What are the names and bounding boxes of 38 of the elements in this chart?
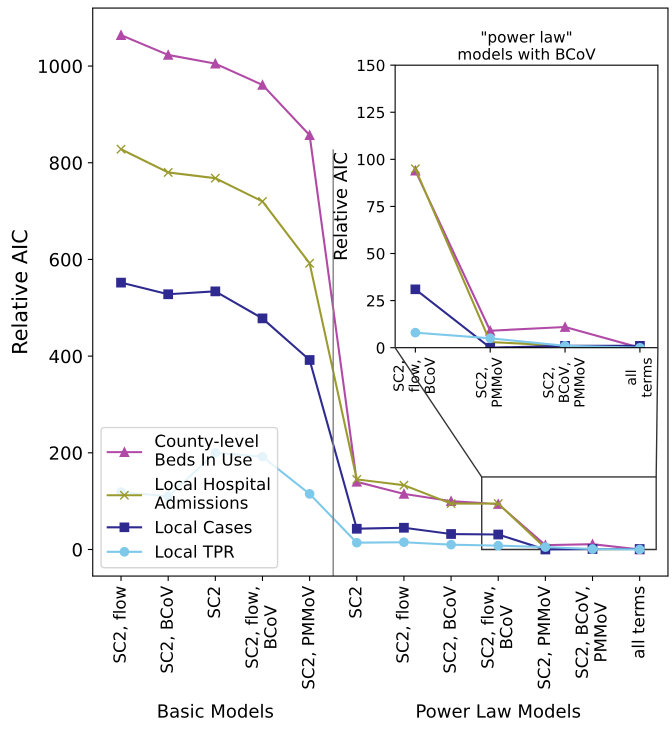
x-tick-label: SC2, BCoV, PMMoV bbox=[575, 587, 607, 678]
x-tick-label: SC2, flow, BCoV bbox=[393, 358, 435, 394]
y-tick-label: 400 bbox=[49, 350, 82, 364]
chart-title: "power law" models with BCoV bbox=[458, 30, 596, 60]
x-tick-label: SC2, flow, BCoV bbox=[480, 587, 512, 668]
y-tick-label: 0 bbox=[72, 542, 82, 557]
y-tick-label: 100 bbox=[358, 154, 384, 166]
x-tick-label: all terms bbox=[632, 586, 645, 658]
y-tick-label: 1000 bbox=[39, 60, 82, 74]
x-tick-label: SC2, BCoV, PMMoV bbox=[543, 358, 585, 406]
x-tick-label: SC2, PMMoV bbox=[538, 586, 552, 689]
y-tick-label: 600 bbox=[50, 252, 82, 267]
y-axis-title: Relative AIC bbox=[333, 152, 348, 260]
legend-label: County-level Beds In Use bbox=[155, 434, 258, 466]
x-tick-label: SC2, flow bbox=[396, 586, 410, 662]
y-tick-label: 800 bbox=[50, 156, 82, 170]
x-tick-label: SC2 bbox=[349, 587, 362, 618]
x-tick-label: SC2 bbox=[208, 587, 220, 618]
x-tick-label: SC2, BCoV bbox=[443, 586, 458, 673]
x-tick-label: SC2, BCoV bbox=[160, 586, 175, 673]
text: Power Law Models bbox=[417, 704, 580, 718]
y-tick-label: 200 bbox=[50, 446, 82, 460]
legend-label: Local Hospital Admissions bbox=[154, 477, 270, 509]
text: Basic Models bbox=[158, 704, 274, 718]
y-tick-label: 50 bbox=[367, 248, 384, 260]
x-tick-label: SC2, PMMoV bbox=[302, 586, 316, 689]
y-tick-label: 0 bbox=[376, 342, 384, 354]
legend-label: Local TPR bbox=[156, 544, 234, 558]
y-tick-label: 125 bbox=[358, 106, 384, 118]
x-tick-label: SC2, flow, BCoV bbox=[245, 587, 277, 668]
x-tick-label: all terms bbox=[625, 358, 652, 398]
y-tick-label: 25 bbox=[367, 295, 384, 307]
y-tick-label: 75 bbox=[367, 201, 384, 212]
x-tick-label: SC2, flow bbox=[112, 586, 128, 662]
y-axis-title: Relative AIC bbox=[11, 230, 28, 353]
x-tick-label: SC2, PMMoV bbox=[476, 358, 502, 406]
legend-label: Local Cases bbox=[156, 520, 252, 534]
y-tick-label: 150 bbox=[358, 60, 384, 72]
